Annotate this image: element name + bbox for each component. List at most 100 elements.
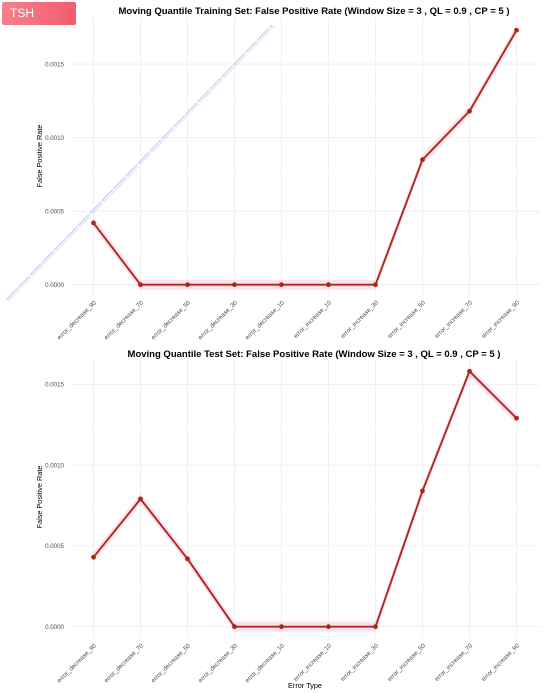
x-tick-label: error_decrease_10 xyxy=(244,642,286,684)
x-tick-label: error_increase_10 xyxy=(292,299,333,340)
dash-segment xyxy=(137,151,150,165)
dash-segment xyxy=(223,66,235,79)
x-tick-label: error_decrease_50 xyxy=(150,299,192,341)
data-point-error_decrease_10 xyxy=(279,624,284,630)
dash-segment xyxy=(151,140,164,153)
data-point-error_increase_70 xyxy=(467,368,472,374)
x-tick-label: error_decrease_90 xyxy=(56,299,98,341)
dash-segment xyxy=(211,78,223,91)
diagonal-dash-artifact xyxy=(5,24,275,302)
chart-title: Moving Quantile Test Set: False Positive… xyxy=(128,349,501,360)
dash-segment xyxy=(175,115,188,129)
data-point-error_decrease_50 xyxy=(185,556,190,562)
dash-segment xyxy=(125,164,138,177)
x-tick-label: error_increase_70 xyxy=(433,299,474,340)
dash-segment xyxy=(67,227,80,240)
dash-segment xyxy=(232,52,245,66)
y-tick-label: 0.0010 xyxy=(45,135,64,142)
confidence-band xyxy=(93,25,517,290)
dash-segment xyxy=(185,102,198,115)
data-point-error_decrease_70 xyxy=(138,496,143,502)
x-tick-label: error_decrease_70 xyxy=(103,299,145,341)
dash-segment xyxy=(139,153,152,166)
dash-segment xyxy=(113,176,126,190)
dash-segment xyxy=(197,90,210,103)
dash-segment xyxy=(5,288,18,301)
data-point-error_decrease_90 xyxy=(91,554,96,560)
y-tick-label: 0.0015 xyxy=(45,381,64,388)
dash-segment xyxy=(247,41,259,54)
data-point-error_increase_30 xyxy=(373,282,378,288)
dash-segment xyxy=(43,252,56,265)
dash-segment xyxy=(268,24,273,29)
tsh-badge: TSH xyxy=(2,2,76,25)
x-tick-label: error_decrease_70 xyxy=(103,642,145,684)
dash-segment xyxy=(209,77,222,91)
dash-segment xyxy=(7,289,20,302)
x-tick-label: error_decrease_50 xyxy=(150,642,192,684)
chart-panel-1: 0.0000 0.0005 0.0010 0.0015 error_decrease_9… xyxy=(35,6,540,341)
x-tick-label: error_decrease_30 xyxy=(197,299,239,341)
dash-segment xyxy=(53,238,66,251)
dash-segment xyxy=(31,264,44,277)
dash-segment xyxy=(187,103,199,116)
dash-segment xyxy=(19,276,32,289)
data-point-error_increase_70 xyxy=(467,108,472,114)
dash-segment xyxy=(79,214,92,228)
x-tick-label: error_decrease_30 xyxy=(197,642,239,684)
dash-segment xyxy=(103,190,116,203)
dash-segment xyxy=(235,54,247,67)
data-point-error_increase_90 xyxy=(514,27,519,33)
y-tick-label: 0.0010 xyxy=(45,462,64,469)
y-tick-label: 0.0015 xyxy=(45,61,64,68)
data-point-error_increase_30 xyxy=(373,624,378,630)
dash-segment xyxy=(271,25,275,30)
x-tick-label: error_increase_30 xyxy=(339,642,380,683)
data-point-error_increase_10 xyxy=(326,624,331,630)
data-point-error_increase_50 xyxy=(420,488,425,494)
data-point-error_decrease_10 xyxy=(279,282,284,288)
y-tick-label: 0.0000 xyxy=(45,282,64,289)
data-point-error_increase_50 xyxy=(420,157,425,163)
y-axis-label: False Positive Rate xyxy=(35,125,44,188)
x-tick-label: error_increase_50 xyxy=(386,299,427,340)
x-tick-label: error_decrease_90 xyxy=(56,642,98,684)
x-tick-label: error_increase_50 xyxy=(386,642,427,683)
chart-title: Moving Quantile Training Set: False Posi… xyxy=(118,6,509,17)
dash-segment xyxy=(163,128,176,141)
data-point-error_decrease_30 xyxy=(232,282,237,288)
chart-panel-2: 0.0000 0.0005 0.0010 0.0015 error_decrease_9… xyxy=(35,349,540,690)
y-tick-label: 0.0005 xyxy=(45,543,64,550)
dash-segment xyxy=(89,201,102,214)
dash-segment xyxy=(17,275,30,289)
data-point-error_decrease_30 xyxy=(232,624,237,630)
dash-segment xyxy=(41,250,54,264)
dash-segment xyxy=(149,139,162,152)
x-tick-label: error_increase_30 xyxy=(339,299,380,340)
dash-segment xyxy=(221,65,234,78)
dash-segment xyxy=(65,226,78,239)
x-tick-label: error_decrease_10 xyxy=(244,299,286,341)
data-point-error_increase_10 xyxy=(326,282,331,288)
y-tick-label: 0.0000 xyxy=(45,624,64,631)
x-tick-label: error_increase_10 xyxy=(292,642,333,683)
dash-segment xyxy=(29,263,42,276)
x-tick-label: error_increase_90 xyxy=(480,642,521,683)
dash-segment xyxy=(77,213,90,227)
x-axis-label: Error Type xyxy=(288,681,322,690)
data-point-error_increase_90 xyxy=(514,415,519,421)
dash-segment xyxy=(259,29,271,42)
data-point-error_decrease_90 xyxy=(91,220,96,226)
dash-segment xyxy=(173,114,186,128)
dash-segment xyxy=(91,202,104,215)
dash-segment xyxy=(115,177,128,190)
confidence-band xyxy=(93,366,517,632)
dash-segment xyxy=(244,40,257,53)
dash-segment xyxy=(101,189,114,202)
y-tick-label: 0.0005 xyxy=(45,208,64,215)
x-tick-label: error_increase_70 xyxy=(433,642,474,683)
series-line xyxy=(92,29,518,286)
dash-segment xyxy=(256,28,269,41)
dash-segment xyxy=(55,239,68,252)
